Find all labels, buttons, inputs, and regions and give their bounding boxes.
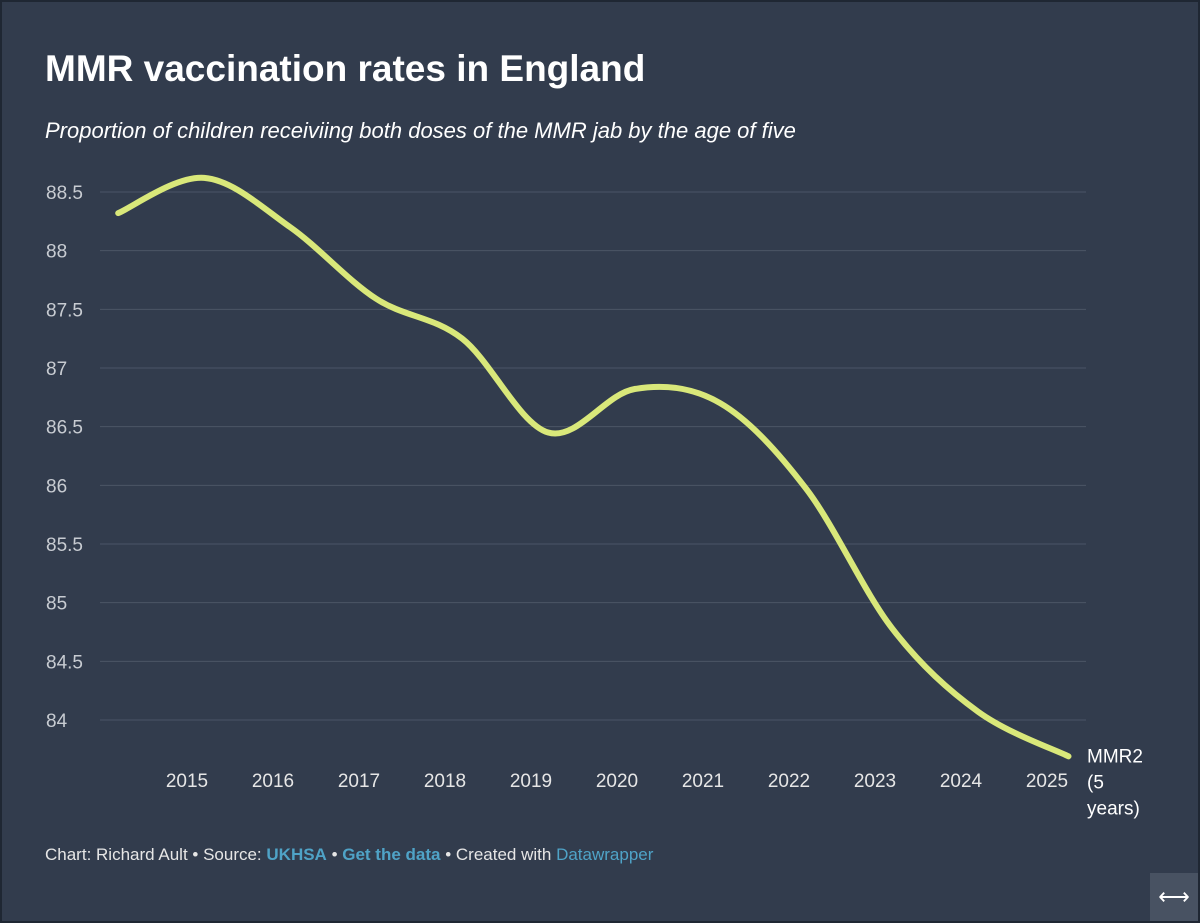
y-tick-label: 87.5 bbox=[46, 300, 83, 321]
x-tick-label: 2017 bbox=[338, 771, 380, 792]
y-tick-label: 84 bbox=[46, 711, 68, 732]
source-link[interactable]: UKHSA bbox=[266, 845, 327, 864]
x-tick-label: 2016 bbox=[252, 771, 294, 792]
x-tick-label: 2024 bbox=[940, 771, 983, 792]
series-line-mmr2 bbox=[115, 174, 1072, 760]
x-tick-label: 2018 bbox=[424, 771, 466, 792]
footer-created: • Created with bbox=[440, 845, 557, 864]
expand-button[interactable]: ⟷ bbox=[1150, 873, 1198, 921]
footer-credit: Chart: Richard Ault • Source: bbox=[45, 845, 267, 864]
line-chart: 88.5 88 87.5 87 86.5 86 85.5 85 84.5 84 2015 2016 20… bbox=[46, 174, 1143, 819]
y-tick-label: 84.5 bbox=[46, 652, 83, 673]
x-tick-label: 2015 bbox=[166, 771, 208, 792]
get-data-link[interactable]: Get the data bbox=[342, 845, 441, 864]
y-tick-label: 85 bbox=[46, 594, 67, 615]
x-tick-label: 2023 bbox=[854, 771, 896, 792]
y-tick-label: 86 bbox=[46, 476, 67, 497]
x-tick-label: 2022 bbox=[768, 771, 810, 792]
chart-title: MMR vaccination rates in England bbox=[45, 48, 646, 89]
series-label: (5 bbox=[1087, 772, 1104, 793]
x-tick-label: 2019 bbox=[510, 771, 552, 792]
x-tick-label: 2020 bbox=[596, 771, 638, 792]
y-tick-label: 88 bbox=[46, 242, 67, 263]
chart-footer: Chart: Richard Ault • Source: UKHSA • Ge… bbox=[45, 845, 653, 865]
datawrapper-link[interactable]: Datawrapper bbox=[556, 845, 654, 864]
x-tick-label: 2021 bbox=[682, 771, 724, 792]
y-tick-label: 87 bbox=[46, 359, 67, 380]
x-tick-label: 2025 bbox=[1026, 771, 1068, 792]
chart-subtitle: Proportion of children receiviing both d… bbox=[45, 118, 796, 143]
y-tick-label: 88.5 bbox=[46, 183, 83, 204]
y-tick-label: 85.5 bbox=[46, 535, 83, 556]
series-label: years) bbox=[1087, 798, 1140, 819]
y-tick-label: 86.5 bbox=[46, 418, 83, 439]
footer-sep: • bbox=[326, 845, 343, 864]
series-label: MMR2 bbox=[1087, 746, 1143, 767]
arrows-horizontal-icon: ⟷ bbox=[1158, 884, 1190, 909]
